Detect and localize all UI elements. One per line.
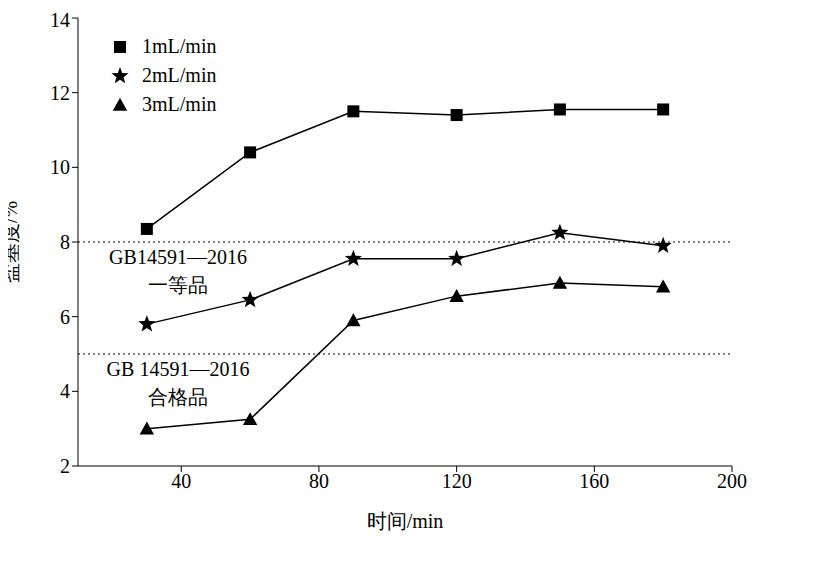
html-text:1mL/min: 1mL/min bbox=[142, 35, 217, 57]
svg-text:2: 2 bbox=[60, 455, 70, 477]
html-text:2mL/min: 2mL/min bbox=[142, 64, 217, 86]
svg-text:8: 8 bbox=[60, 231, 70, 253]
svg-text:40: 40 bbox=[171, 470, 191, 492]
svg-text:盐基度/%: 盐基度/% bbox=[8, 201, 21, 283]
svg-text:4: 4 bbox=[60, 380, 70, 402]
svg-text:GB 14591—2016合格品: GB 14591—2016合格品 bbox=[107, 358, 250, 408]
svg-text:12: 12 bbox=[50, 82, 70, 104]
html-text:3mL/min: 3mL/min bbox=[142, 93, 217, 115]
svg-text:80: 80 bbox=[309, 470, 329, 492]
svg-text:14: 14 bbox=[50, 9, 70, 31]
svg-text:120: 120 bbox=[442, 470, 472, 492]
svg-text:时间/min: 时间/min bbox=[367, 510, 444, 532]
svg-text:200: 200 bbox=[717, 470, 747, 492]
svg-text:6: 6 bbox=[60, 306, 70, 328]
svg-text:GB14591—2016一等品: GB14591—2016一等品 bbox=[109, 246, 247, 296]
svg-text:160: 160 bbox=[579, 470, 609, 492]
svg-text:10: 10 bbox=[50, 156, 70, 178]
